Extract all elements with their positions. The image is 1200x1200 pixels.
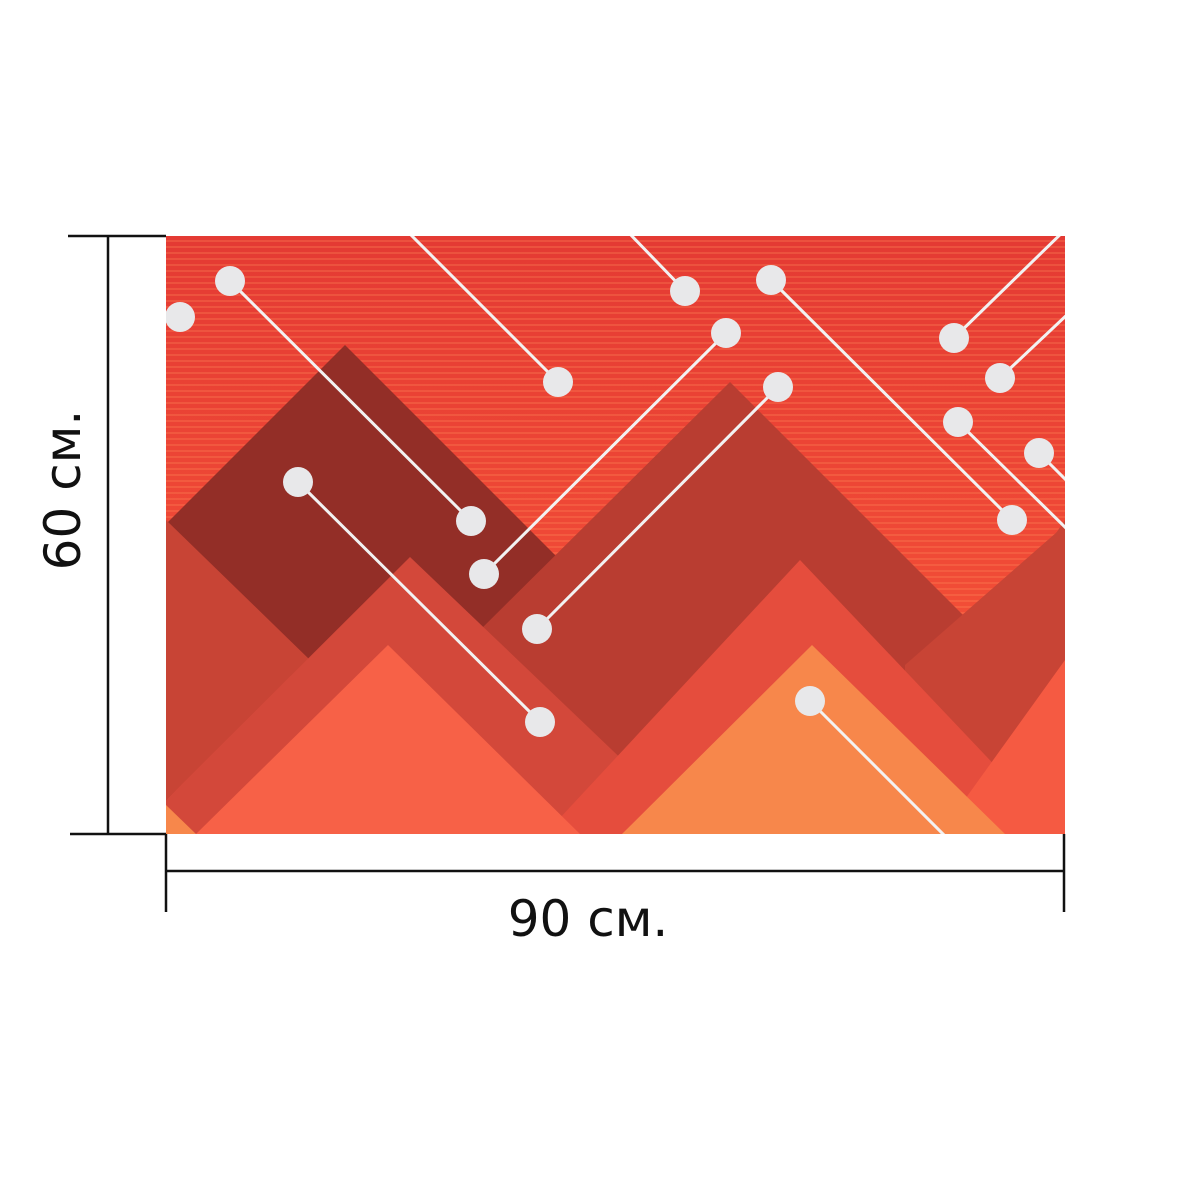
dot bbox=[756, 265, 786, 295]
dot bbox=[283, 467, 313, 497]
height-label: 60 см. bbox=[34, 410, 92, 571]
width-dimension bbox=[164, 834, 1066, 912]
mountain-right-salmon bbox=[940, 660, 1065, 834]
dot bbox=[795, 686, 825, 716]
dot bbox=[469, 559, 499, 589]
dot bbox=[939, 323, 969, 353]
dot bbox=[525, 707, 555, 737]
dot bbox=[670, 276, 700, 306]
width-label: 90 см. bbox=[508, 890, 669, 948]
dot bbox=[456, 506, 486, 536]
connector-dots bbox=[166, 265, 1054, 737]
dot bbox=[215, 266, 245, 296]
mountain-center-orange bbox=[622, 645, 1005, 834]
dot bbox=[763, 372, 793, 402]
mountain-left-salmon bbox=[196, 645, 580, 834]
dot bbox=[985, 363, 1015, 393]
connector-lines bbox=[228, 236, 1065, 834]
dot bbox=[997, 505, 1027, 535]
height-dimension bbox=[68, 234, 166, 836]
dot bbox=[166, 302, 195, 332]
dot bbox=[711, 318, 741, 348]
dot bbox=[543, 367, 573, 397]
dot bbox=[1024, 438, 1054, 468]
dot bbox=[943, 407, 973, 437]
mountain-left-red bbox=[166, 520, 310, 800]
canvas-artwork bbox=[166, 236, 1065, 834]
mountain-corner-orange bbox=[166, 805, 196, 834]
dot bbox=[522, 614, 552, 644]
